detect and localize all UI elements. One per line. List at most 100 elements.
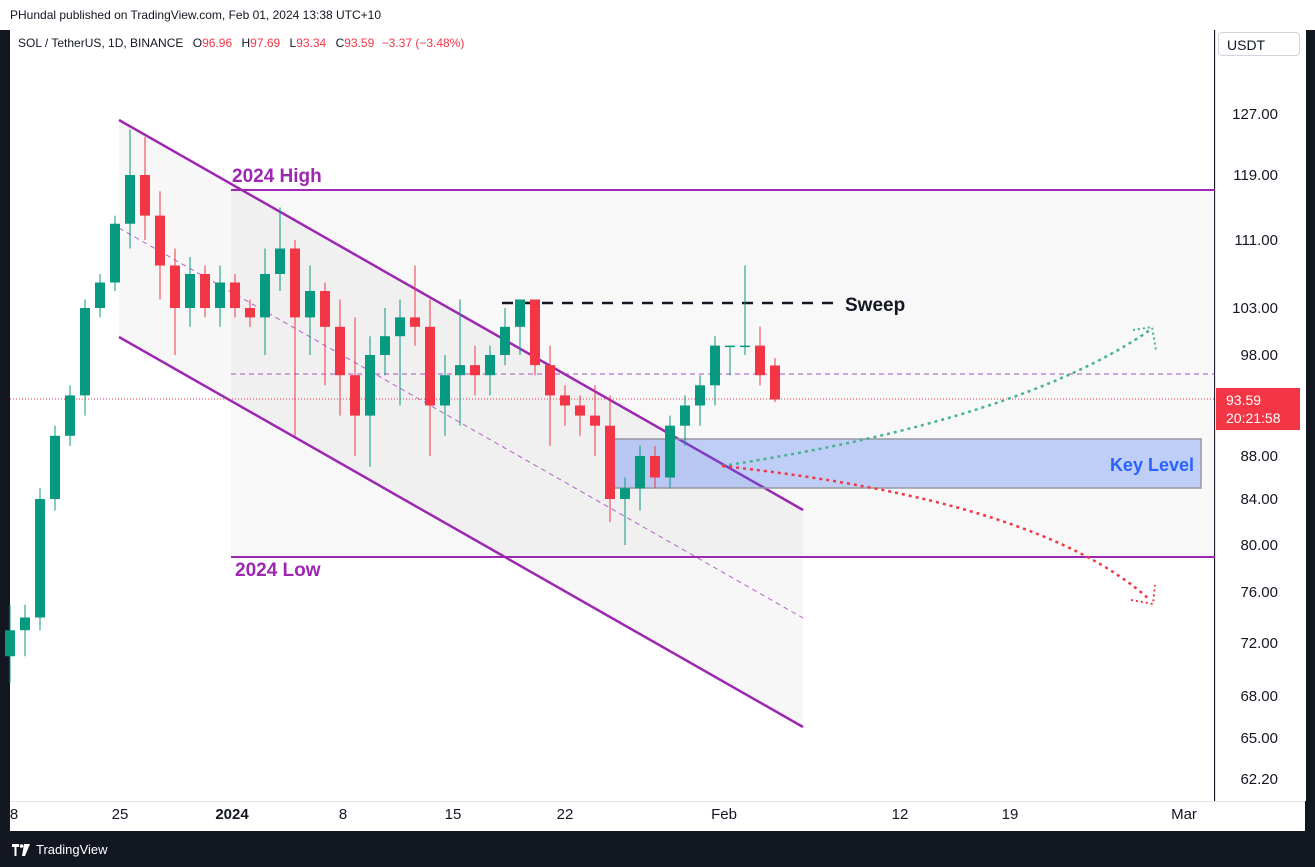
label-sweep: Sweep bbox=[845, 295, 905, 316]
publish-info: PHundal published on TradingView.com, Fe… bbox=[10, 8, 382, 22]
x-tick-label: Mar bbox=[1171, 806, 1197, 823]
legend-low-label: L bbox=[289, 36, 297, 50]
candle-body bbox=[425, 326, 435, 406]
candle-body bbox=[665, 425, 675, 478]
candle-body bbox=[485, 355, 495, 376]
candle-body bbox=[770, 365, 780, 400]
y-tick-label: 68.00 bbox=[1240, 688, 1278, 705]
candle-body bbox=[200, 274, 210, 308]
legend-low-value: 93.34 bbox=[296, 36, 327, 50]
candle-body bbox=[575, 405, 585, 416]
candle-body bbox=[275, 248, 285, 274]
candle-body bbox=[335, 326, 345, 376]
y-tick-label: 62.20 bbox=[1240, 771, 1278, 788]
label-2024-low: 2024 Low bbox=[235, 560, 321, 581]
brand-name: TradingView bbox=[36, 842, 108, 857]
y-tick-label: 98.00 bbox=[1240, 347, 1278, 364]
candle-body bbox=[500, 326, 510, 355]
candle-body bbox=[725, 345, 735, 348]
x-tick-label: Feb bbox=[711, 806, 737, 823]
bar-countdown: 20:21:58 bbox=[1226, 410, 1281, 426]
candle-body bbox=[530, 299, 540, 366]
candle-body bbox=[740, 345, 750, 348]
y-axis-ticks: 127.00 119.00 111.00 103.00 98.00 88.00 84.00 8… bbox=[1232, 106, 1278, 788]
candle-body bbox=[185, 274, 195, 308]
candle-body bbox=[755, 345, 765, 376]
candle-body bbox=[305, 291, 315, 318]
candle-body bbox=[395, 317, 405, 337]
candle-body bbox=[590, 415, 600, 426]
candle-body bbox=[515, 299, 525, 327]
bearish-arrowhead bbox=[1130, 584, 1156, 606]
candle-body bbox=[5, 630, 15, 657]
x-tick-label: 25 bbox=[112, 806, 129, 823]
legend-close-label: C bbox=[335, 36, 345, 50]
candle-body bbox=[545, 365, 555, 396]
y-tick-label: 84.00 bbox=[1240, 491, 1278, 508]
candle-body bbox=[410, 317, 420, 327]
candle-body bbox=[710, 345, 720, 386]
candle-body bbox=[65, 395, 75, 436]
currency-button[interactable]: USDT bbox=[1218, 32, 1300, 56]
current-price-value: 93.59 bbox=[1226, 392, 1262, 408]
y-tick-label: 111.00 bbox=[1234, 232, 1278, 249]
y-tick-label: 119.00 bbox=[1233, 167, 1278, 184]
y-tick-label: 103.00 bbox=[1232, 300, 1278, 317]
candle-body bbox=[680, 405, 690, 426]
candle-body bbox=[365, 355, 375, 416]
candle-body bbox=[290, 248, 300, 318]
symbol-legend: SOL / TetherUS, 1D, BINANCE O96.96 H97.6… bbox=[18, 36, 464, 50]
candles-group bbox=[5, 129, 780, 683]
y-tick-label: 127.00 bbox=[1232, 106, 1278, 123]
x-tick-label: 2024 bbox=[215, 806, 249, 823]
candle-body bbox=[35, 499, 45, 618]
candle-body bbox=[440, 375, 450, 406]
legend-symbol: SOL / TetherUS, 1D, BINANCE bbox=[18, 36, 184, 50]
x-axis-ticks: 8 25 2024 8 15 22 Feb 12 19 Mar bbox=[10, 806, 1197, 823]
legend-high-value: 97.69 bbox=[250, 36, 281, 50]
y-tick-label: 88.00 bbox=[1240, 448, 1278, 465]
candle-body bbox=[455, 365, 465, 376]
y-tick-label: 65.00 bbox=[1240, 730, 1278, 747]
candle-body bbox=[80, 308, 90, 396]
label-key-level: Key Level bbox=[1110, 455, 1194, 475]
bullish-arrowhead bbox=[1132, 325, 1157, 351]
candle-body bbox=[170, 265, 180, 308]
legend-open-value: 96.96 bbox=[202, 36, 233, 50]
candle-body bbox=[320, 291, 330, 327]
legend-change: −3.37 (−3.48%) bbox=[381, 36, 465, 50]
candle-body bbox=[50, 435, 60, 499]
bullish-projection-path bbox=[721, 328, 1151, 468]
channel-lower-line bbox=[118, 335, 804, 729]
candle-body bbox=[215, 282, 225, 308]
candle-body bbox=[95, 282, 105, 308]
current-price-label: 93.59 20:21:58 bbox=[1216, 388, 1300, 430]
chart-area[interactable] bbox=[10, 30, 1214, 801]
candle-body bbox=[560, 395, 570, 406]
tradingview-logo[interactable]: TradingView bbox=[12, 842, 108, 857]
x-tick-label: 15 bbox=[445, 806, 462, 823]
legend-high-label: H bbox=[241, 36, 251, 50]
candle-body bbox=[620, 488, 630, 499]
legend-open-label: O bbox=[192, 36, 203, 50]
key-level-zone[interactable] bbox=[612, 438, 1202, 489]
candle-body bbox=[635, 456, 645, 489]
candle-body bbox=[230, 282, 240, 308]
x-tick-label: 8 bbox=[10, 806, 18, 823]
candle-body bbox=[695, 385, 705, 406]
x-tick-label: 22 bbox=[557, 806, 574, 823]
candle-body bbox=[380, 336, 390, 355]
candle-body bbox=[155, 215, 165, 266]
footer-bar: TradingView bbox=[0, 831, 1315, 867]
candle-body bbox=[245, 308, 255, 318]
candle-body bbox=[470, 365, 480, 376]
x-tick-label: 8 bbox=[339, 806, 347, 823]
candle-body bbox=[20, 617, 30, 631]
candle-body bbox=[650, 456, 660, 478]
candle-body bbox=[350, 375, 360, 416]
y-tick-label: 80.00 bbox=[1240, 537, 1278, 554]
candle-body bbox=[125, 175, 135, 224]
x-tick-label: 19 bbox=[1002, 806, 1019, 823]
candle-body bbox=[140, 175, 150, 216]
